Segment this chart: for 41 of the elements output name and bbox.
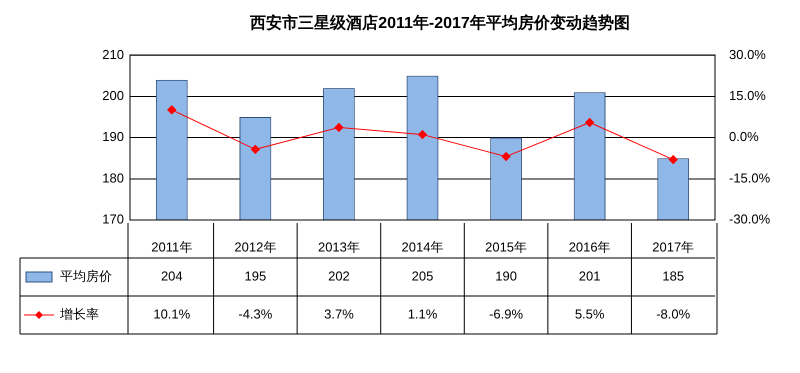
y2-tick-label: 30.0% <box>729 46 766 62</box>
x-tick-label: 2012年 <box>234 239 276 254</box>
x-tick-label: 2017年 <box>652 239 694 254</box>
y-tick-label: 190 <box>102 129 124 144</box>
data-label: 201 <box>578 268 600 284</box>
data-label: 190 <box>495 268 517 284</box>
data-label: -4.3% <box>238 306 273 322</box>
data-label: 204 <box>160 268 183 284</box>
y2-tick-label: 15.0% <box>729 88 766 103</box>
point <box>418 130 427 140</box>
data-label: 195 <box>244 268 266 284</box>
y-tick-label: 170 <box>102 212 124 227</box>
data-label: -8.0% <box>656 306 691 322</box>
y2-tick-label: 0.0% <box>729 129 760 144</box>
y-tick-label: 200 <box>102 88 124 103</box>
data-label: 5.5% <box>574 306 605 322</box>
point <box>502 152 511 162</box>
point <box>250 144 260 154</box>
data-label: 202 <box>328 268 350 284</box>
y2-tick-label: -30.0% <box>729 212 771 227</box>
y2-tick-label: -15.0% <box>729 170 771 186</box>
data-label: -6.9% <box>489 306 524 322</box>
data-label: 205 <box>412 268 434 284</box>
x-tick-label: 2013年 <box>318 239 360 254</box>
y-tick-label: 210 <box>102 46 124 62</box>
point <box>668 155 678 164</box>
x-tick-label: 2016年 <box>568 239 611 254</box>
legend-label: 平均房价 <box>60 268 112 284</box>
data-label: 185 <box>662 268 684 284</box>
point <box>334 122 344 132</box>
data-label: 10.1% <box>153 306 191 322</box>
x-tick-label: 2014年 <box>402 239 444 254</box>
data-label: 3.7% <box>324 306 354 322</box>
point <box>167 105 176 114</box>
x-tick-label: 2015年 <box>485 239 528 254</box>
data-label: 1.1% <box>408 306 438 322</box>
point <box>585 118 594 127</box>
legend-label: 增长率 <box>59 306 99 322</box>
y-tick-label: 180 <box>102 170 124 186</box>
chart-title: 西安市三星级酒店2011年-2017年平均房价变动趋势图 <box>249 13 630 32</box>
x-tick-label: 2011年 <box>151 239 192 254</box>
